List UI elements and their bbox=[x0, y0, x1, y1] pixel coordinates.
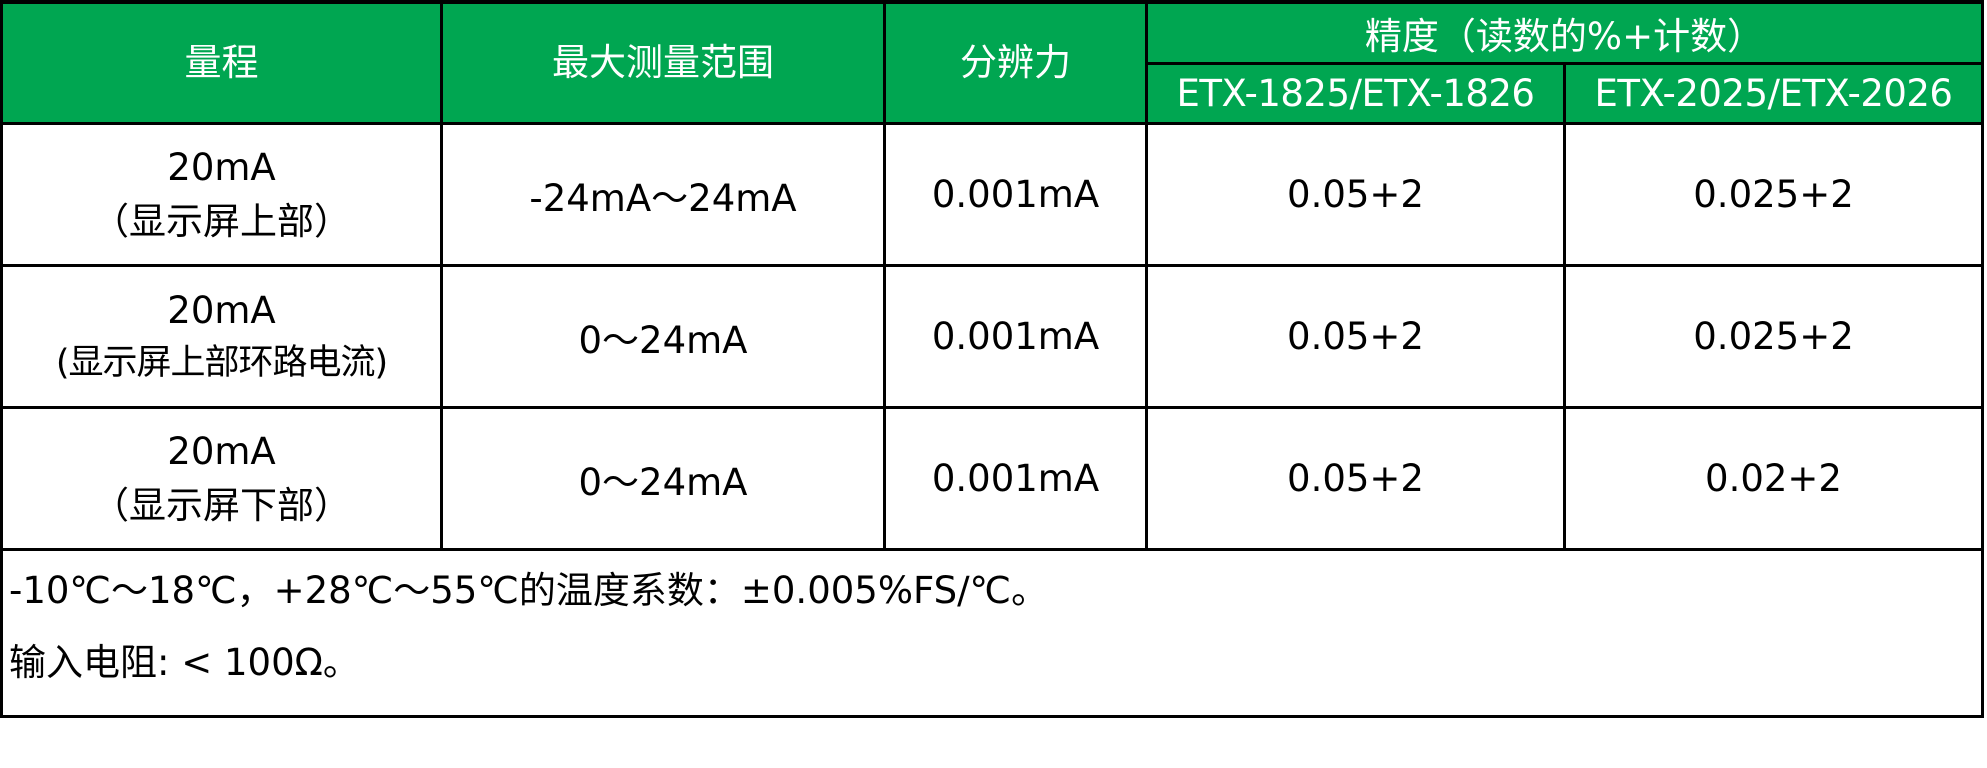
cell-max-range: 0～24mA bbox=[440, 264, 886, 409]
column-header-accuracy-group: 精度（读数的%+计数） bbox=[1144, 0, 1985, 65]
cell-range-line-1: 20mA bbox=[167, 289, 276, 333]
cell-range: 20mA (显示屏上部环路电流) bbox=[0, 264, 443, 409]
specification-table: 量程 最大测量范围 分辨力 精度（读数的%+计数） ETX-1825/ETX-1… bbox=[0, 0, 1985, 718]
cell-range-line-2: （显示屏下部） bbox=[92, 483, 351, 527]
note-row: -10℃～18℃，+28℃～55℃的温度系数：±0.005%FS/℃。 bbox=[0, 548, 1985, 623]
cell-resolution: 0.001mA bbox=[883, 122, 1148, 267]
cell-accuracy-1: 0.05+2 bbox=[1145, 264, 1566, 409]
column-header-resolution: 分辨力 bbox=[883, 0, 1148, 125]
note-row-spacer bbox=[0, 695, 1985, 717]
cell-accuracy-2: 0.025+2 bbox=[1562, 264, 1985, 409]
table-row: 20mA (显示屏上部环路电流) 0～24mA 0.001mA 0.05+2 0… bbox=[0, 264, 1985, 409]
table-row: 20mA （显示屏上部） -24mA～24mA 0.001mA 0.05+2 0… bbox=[0, 122, 1985, 267]
note-row: 输入电阻: < 100Ω。 bbox=[0, 623, 1985, 695]
cell-accuracy-2: 0.025+2 bbox=[1562, 122, 1985, 267]
cell-resolution: 0.001mA bbox=[883, 264, 1148, 409]
cell-max-range: 0～24mA bbox=[440, 406, 886, 551]
cell-range-line-1: 20mA bbox=[167, 429, 276, 473]
cell-accuracy-1: 0.05+2 bbox=[1145, 122, 1566, 267]
column-header-accuracy-etx1825-1826: ETX-1825/ETX-1826 bbox=[1145, 62, 1566, 125]
table-footer-notes: -10℃～18℃，+28℃～55℃的温度系数：±0.005%FS/℃。 输入电阻… bbox=[0, 548, 1985, 717]
note-temperature-coefficient: -10℃～18℃，+28℃～55℃的温度系数：±0.005%FS/℃。 bbox=[0, 548, 1985, 623]
cell-range-line-2: （显示屏上部） bbox=[92, 199, 351, 243]
column-header-accuracy-etx2025-2026: ETX-2025/ETX-2026 bbox=[1562, 62, 1985, 125]
cell-range: 20mA （显示屏上部） bbox=[0, 122, 443, 267]
cell-resolution: 0.001mA bbox=[883, 406, 1148, 551]
note-spacer bbox=[0, 695, 1985, 717]
cell-range-line-2: (显示屏上部环路电流) bbox=[55, 342, 388, 383]
cell-range: 20mA （显示屏下部） bbox=[0, 406, 443, 551]
table-header: 量程 最大测量范围 分辨力 精度（读数的%+计数） ETX-1825/ETX-1… bbox=[0, 0, 1985, 125]
column-header-range: 量程 bbox=[0, 0, 443, 125]
note-input-resistance: 输入电阻: < 100Ω。 bbox=[0, 623, 1985, 695]
cell-accuracy-2: 0.02+2 bbox=[1562, 406, 1985, 551]
header-row-primary: 量程 最大测量范围 分辨力 精度（读数的%+计数） bbox=[0, 0, 1985, 125]
cell-accuracy-1: 0.05+2 bbox=[1145, 406, 1566, 551]
table-body: 20mA （显示屏上部） -24mA～24mA 0.001mA 0.05+2 0… bbox=[0, 122, 1985, 551]
cell-max-range: -24mA～24mA bbox=[440, 122, 886, 267]
table-row: 20mA （显示屏下部） 0～24mA 0.001mA 0.05+2 0.02+… bbox=[0, 406, 1985, 551]
cell-range-line-1: 20mA bbox=[167, 145, 276, 189]
column-header-max-range: 最大测量范围 bbox=[440, 0, 886, 125]
header-row-secondary: ETX-1825/ETX-1826 ETX-2025/ETX-2026 bbox=[2, 62, 1985, 125]
